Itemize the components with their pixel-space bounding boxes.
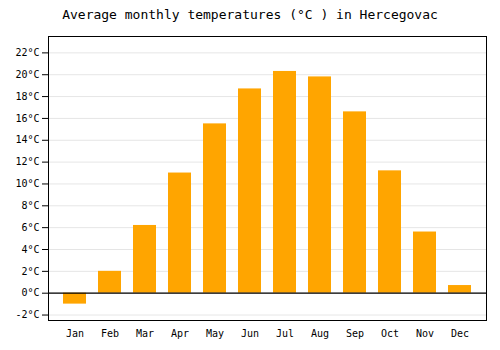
svg-text:Sep: Sep — [346, 328, 364, 339]
svg-text:Aug: Aug — [311, 328, 329, 339]
svg-text:20°C: 20°C — [15, 69, 39, 80]
svg-text:Oct: Oct — [381, 328, 399, 339]
svg-text:14°C: 14°C — [15, 134, 39, 145]
svg-text:8°C: 8°C — [21, 200, 39, 211]
svg-text:12°C: 12°C — [15, 156, 39, 167]
svg-text:Mar: Mar — [136, 328, 154, 339]
svg-text:0°C: 0°C — [21, 287, 39, 298]
svg-text:Jul: Jul — [276, 328, 294, 339]
svg-text:Dec: Dec — [451, 328, 469, 339]
svg-text:4°C: 4°C — [21, 244, 39, 255]
svg-text:Jan: Jan — [66, 328, 84, 339]
html-text:Average monthly temperatures (: Average monthly temperatures (°C ) in He… — [62, 7, 438, 22]
svg-text:-2°C: -2°C — [15, 309, 39, 320]
svg-text:18°C: 18°C — [15, 91, 39, 102]
svg-text:22°C: 22°C — [15, 47, 39, 58]
svg-text:2°C: 2°C — [21, 266, 39, 277]
svg-text:Jun: Jun — [241, 328, 259, 339]
svg-text:Apr: Apr — [171, 328, 189, 339]
svg-text:Nov: Nov — [416, 328, 434, 339]
svg-text:16°C: 16°C — [15, 113, 39, 124]
svg-text:10°C: 10°C — [15, 178, 39, 189]
svg-text:May: May — [206, 328, 224, 339]
svg-text:6°C: 6°C — [21, 222, 39, 233]
svg-text:Feb: Feb — [101, 328, 119, 339]
